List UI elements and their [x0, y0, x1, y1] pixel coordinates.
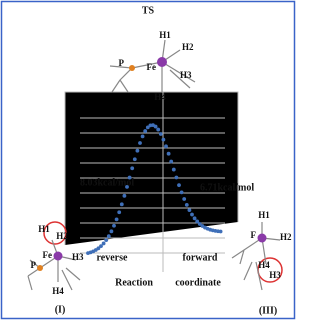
curve-dot: [138, 141, 142, 145]
curve-dot: [185, 203, 189, 207]
curve-dot: [156, 128, 160, 132]
curve-dot: [193, 216, 197, 220]
curve-dot: [154, 125, 158, 129]
curve-dot: [143, 129, 147, 133]
fe-atom: [157, 57, 167, 67]
atom-label: H1: [258, 210, 270, 220]
atom-label: H4: [258, 260, 270, 270]
curve-dot: [115, 217, 119, 221]
curve-dot: [133, 157, 137, 161]
curve-dot: [110, 229, 114, 233]
atom-label: H2: [280, 232, 292, 242]
atom-label: H4: [154, 92, 166, 102]
curve-dot: [159, 132, 163, 136]
curve-dot: [175, 176, 179, 180]
curve-dot: [130, 166, 134, 170]
curve-dot: [177, 183, 181, 187]
curve-dot: [182, 197, 186, 201]
curve-dot: [104, 238, 108, 242]
curve-dot: [120, 202, 124, 206]
curve-dot: [107, 234, 111, 238]
atom-label: H1: [38, 224, 50, 234]
page: {"title": "TS", "ts_atoms": ["H1", "H2",…: [0, 0, 296, 320]
right-molecule: H1 F H2 H4 H3: [232, 210, 292, 290]
curve-dot: [164, 144, 168, 148]
curve-dot: [190, 213, 194, 217]
atom-label: H2: [56, 231, 68, 241]
figure: TS H1 H2 Fe H3 H4 P H1 H2 Fe H3 P: [0, 0, 296, 320]
axis-label: Reaction: [115, 277, 153, 288]
curve-dot: [117, 210, 121, 214]
direction-label: forward: [183, 252, 218, 263]
atom-label: H4: [52, 286, 64, 296]
curve-dot: [180, 190, 184, 194]
curve-dot: [102, 242, 106, 246]
curve-dot: [112, 224, 116, 228]
structure-label: (III): [259, 305, 277, 316]
atom-label: P: [119, 58, 125, 68]
curve-dot: [188, 208, 192, 212]
barrier-label: 8.03kcal/mol: [80, 177, 134, 188]
curve-dot: [123, 194, 127, 198]
curve-dot: [172, 168, 176, 172]
axis-label: coordinate: [175, 277, 221, 288]
curve-dot: [219, 230, 223, 234]
atom-label: H1: [159, 30, 171, 40]
title: TS: [142, 5, 155, 16]
atom-label: F: [251, 230, 257, 240]
atom-label: H3: [72, 252, 84, 262]
atom-label: H3: [180, 70, 192, 80]
atom-label: H3: [269, 270, 281, 280]
p-atom: [129, 65, 135, 71]
curve-dot: [141, 134, 145, 138]
curve-dot: [169, 160, 173, 164]
ts-molecule: H1 H2 Fe H3 H4 P: [110, 30, 195, 102]
barrier-label: 6.71kcal/mol: [200, 182, 254, 193]
atom-label: H2: [182, 42, 194, 52]
atom-label: P: [31, 260, 37, 270]
direction-label: reverse: [97, 252, 128, 263]
curve-dot: [167, 152, 171, 156]
curve-dot: [136, 149, 140, 153]
atom-label: Fe: [147, 62, 157, 72]
structure-label: (I): [55, 304, 66, 315]
atom-label: Fe: [43, 250, 53, 260]
curve-dot: [162, 138, 166, 142]
